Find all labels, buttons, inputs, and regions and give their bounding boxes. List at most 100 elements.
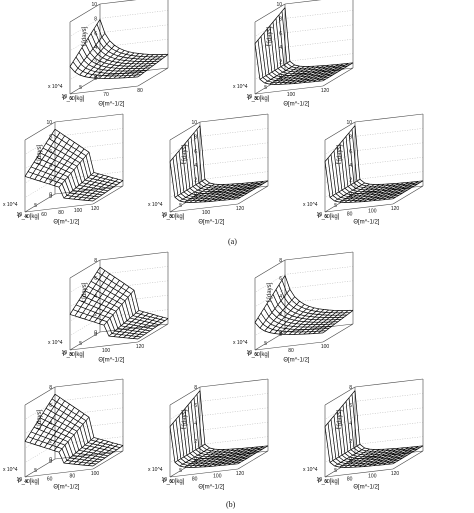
surface-mesh-line (232, 180, 264, 200)
panel-b1: 0 2 4 6 8 0 5 10 80 100 120 x 10^4 t̄ [days] P_x [kg]… (48, 251, 200, 373)
z-tick-label: 4 (279, 45, 282, 51)
surface-mesh-line (94, 50, 125, 79)
grid-line (169, 430, 201, 449)
surface-mesh-line (108, 53, 140, 79)
z-tick-label: 2 (49, 439, 52, 445)
y-tick-label: 120 (236, 206, 245, 212)
x-exponent-label: x 10^4 (148, 202, 163, 208)
surface-mesh-line (132, 316, 164, 339)
x-tick-label: 10 (316, 477, 322, 483)
grid-line (69, 32, 101, 51)
x-exponent-label: x 10^4 (233, 84, 248, 90)
surface-mesh-line (363, 183, 395, 202)
surface-mesh-line (324, 390, 356, 427)
grid-line (284, 39, 354, 48)
y-tick-label: 100 (91, 471, 100, 477)
x-tick-label: 10 (316, 212, 322, 218)
x-tick-label: 0 (349, 459, 352, 465)
surface-mesh-line (363, 448, 395, 467)
axis-box-line (99, 67, 169, 77)
axis-box-line (392, 450, 424, 470)
x-tick-label: 5 (334, 468, 337, 474)
grid-line (354, 436, 424, 445)
y-tick-label: 100 (287, 92, 296, 98)
surface-mesh-line (79, 40, 110, 76)
axis-box-line (324, 121, 356, 141)
z-tick-label: 4 (349, 163, 352, 169)
axis-box-line (237, 185, 269, 205)
z-axis-label: t̄ [days] (81, 282, 88, 302)
surface-mesh-line (53, 148, 85, 186)
axis-box-line (54, 378, 124, 388)
z-tick-label: 2 (194, 178, 197, 184)
surface-mesh-line (392, 180, 424, 200)
axis-box-line (254, 331, 286, 351)
axis-box-line (92, 450, 124, 470)
y-tick-label: 100 (102, 348, 111, 354)
surface-mesh-line (78, 441, 109, 465)
surface-mesh-line (199, 125, 269, 185)
x-tick-label: 0 (49, 194, 52, 200)
surface-mesh-line (84, 45, 115, 77)
grid-line (324, 179, 356, 198)
surface-mesh-line (259, 60, 291, 80)
axis-box-line (69, 75, 101, 95)
z-axis-label: t̄ [days] (336, 409, 343, 429)
surface-mesh-line (198, 448, 230, 468)
y-tick-label: 40 (24, 479, 30, 485)
surface-mesh-line (293, 65, 325, 84)
surface-mesh-line (123, 314, 154, 338)
z-tick-label: 10 (91, 2, 97, 8)
surface-mesh-line (353, 448, 385, 468)
surface-mesh-line (264, 296, 295, 332)
z-tick-label: 4 (49, 163, 52, 169)
grid-line (169, 401, 201, 420)
axis-box-line (284, 251, 354, 261)
surface-mesh-line (53, 413, 85, 451)
grid-line (254, 61, 286, 80)
axis-box-line (199, 378, 269, 388)
surface-mesh-line (29, 132, 61, 179)
z-tick-label: 4 (49, 421, 52, 427)
x-tick-label: 0 (94, 76, 97, 82)
panel-a2: 0 2 4 6 8 10 0 5 10 80 100 120 x 10^4 t̄ [days] P_x [k… (233, 0, 385, 117)
z-tick-label: 8 (349, 134, 352, 140)
y-tick-label: 80 (347, 476, 353, 482)
x-tick-label: 5 (179, 203, 182, 209)
surface-mesh-line (89, 280, 120, 321)
y-tick-label: 80 (347, 211, 353, 217)
surface-mesh-line (322, 310, 354, 334)
surface-mesh-line (218, 182, 249, 202)
z-tick-label: 0 (49, 457, 52, 463)
y-axis-label: Θ[m^-1/2] (353, 220, 379, 226)
surface-mesh-line (279, 306, 310, 335)
surface-mesh-line (254, 275, 286, 323)
grid-line (24, 444, 56, 463)
y-tick-label: 80 (192, 476, 198, 482)
z-tick-label: 8 (194, 134, 197, 140)
surface-mesh-line (58, 151, 90, 188)
z-tick-label: 8 (49, 385, 52, 391)
surface-mesh-line (354, 390, 424, 450)
grid-line (254, 274, 286, 293)
x-tick-label: 10 (16, 477, 22, 483)
y-tick-label: 120 (391, 206, 400, 212)
surface-mesh-line (24, 129, 56, 177)
surface-mesh-line (329, 443, 361, 463)
x-tick-label: 5 (264, 341, 267, 347)
axis-box-line (54, 113, 124, 123)
surface-mesh-line (223, 446, 254, 466)
axis-box-line (99, 251, 169, 261)
z-tick-label: 10 (276, 2, 282, 8)
x-tick-label: 10 (246, 350, 252, 356)
surface-mesh-line (203, 183, 235, 203)
surface-mesh-line (184, 183, 215, 203)
surface-mesh-line (298, 64, 329, 84)
surface-mesh-line (354, 125, 424, 185)
y-axis-label: Θ[m^-1/2] (283, 102, 309, 108)
surface-mesh-line (303, 64, 334, 84)
grid-line (169, 150, 201, 169)
grid-line (354, 407, 424, 416)
panel-a3: 0 2 4 6 8 10 0 5 10 40 60 80 100 120 x 10^4 t̄ [days] P_… (3, 113, 155, 235)
